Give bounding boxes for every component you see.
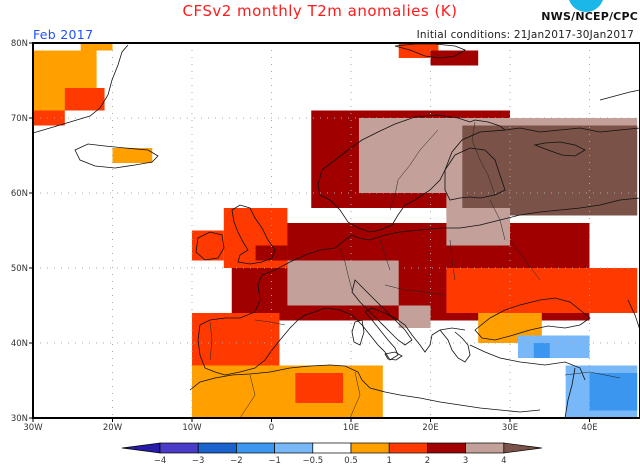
lat-tick-label: 80N bbox=[11, 39, 28, 49]
border-germany-poland bbox=[379, 239, 391, 271]
coastline-iceland bbox=[74, 143, 159, 169]
coastline-sicily bbox=[384, 351, 403, 361]
lon-tick-label: 20E bbox=[422, 423, 438, 433]
country-borders bbox=[209, 121, 621, 418]
lat-tick-label: 40N bbox=[11, 339, 28, 349]
agency-label: NWS/NCEP/CPC bbox=[541, 10, 638, 23]
colorbar-label: −0.5 bbox=[302, 456, 323, 466]
border-turkey-syria bbox=[564, 371, 621, 379]
coastline-white-sea bbox=[533, 141, 586, 157]
border-finland-russia bbox=[471, 121, 496, 196]
colorbar-bin bbox=[312, 442, 352, 454]
anomaly-cell-turkey-cold bbox=[517, 335, 590, 358]
lat-tick-label: 70N bbox=[11, 114, 28, 124]
colorbar-bin bbox=[159, 442, 199, 454]
colorbar-bin bbox=[465, 442, 505, 454]
colorbar-label: 1 bbox=[386, 456, 391, 466]
lon-tick-label: 10E bbox=[343, 423, 359, 433]
anomaly-cell-greenland-north bbox=[80, 43, 113, 51]
lon-tick-label: 30W bbox=[23, 423, 43, 433]
coastline-greenland bbox=[33, 44, 129, 134]
colorbar-label: 3 bbox=[463, 456, 468, 466]
colorbar-bin bbox=[197, 442, 237, 454]
border-poland-ukraine bbox=[449, 239, 456, 281]
anomaly-cell-greenland-south bbox=[33, 110, 65, 126]
lon-tick-label: 20W bbox=[103, 423, 123, 433]
coastlines bbox=[33, 43, 640, 418]
border-norway-sweden bbox=[389, 129, 439, 211]
coastline-france-iberia bbox=[197, 261, 466, 376]
border-france-germany bbox=[339, 247, 353, 291]
coastline-europe bbox=[289, 197, 640, 263]
coastline-ireland bbox=[195, 231, 225, 261]
coastline-sardinia bbox=[351, 319, 365, 346]
anomaly-cell-russia-core bbox=[462, 125, 638, 216]
colorbar-bin bbox=[350, 442, 390, 454]
coastline-north-africa bbox=[189, 364, 541, 413]
border-spain-france bbox=[254, 319, 286, 326]
forecast-month-label: Feb 2017 bbox=[33, 27, 94, 42]
colorbar-label: −2 bbox=[230, 456, 243, 466]
plot-frame bbox=[32, 42, 640, 419]
lon-tick-label: 10W bbox=[182, 423, 202, 433]
anomaly-cell-middle-east-cold-core bbox=[589, 373, 638, 411]
colorbar: −4 −3 −2 −1 −0.5 0.5 1 2 3 4 bbox=[121, 442, 542, 466]
colorbar-label: 2 bbox=[425, 456, 430, 466]
coastline-finland bbox=[444, 147, 506, 201]
coastline-britain bbox=[231, 204, 276, 265]
colorbar-bin bbox=[236, 442, 275, 454]
coastline-levant bbox=[564, 367, 576, 418]
lon-tick-label: 30E bbox=[502, 423, 518, 433]
anomaly-cell-alps-france bbox=[287, 260, 399, 306]
lat-tick-label: 60N bbox=[11, 189, 28, 199]
border-ukraine-russia bbox=[509, 239, 541, 281]
anomaly-cell-ukraine bbox=[446, 268, 638, 313]
colorbar-lower-extension bbox=[121, 442, 161, 454]
colorbar-label: −3 bbox=[192, 456, 205, 466]
chart-title: CFSv2 monthly T2m anomalies (K) bbox=[182, 2, 458, 20]
anomaly-cell-svalbard bbox=[398, 43, 439, 58]
colorbar-label: 4 bbox=[501, 456, 506, 466]
coastline-caspian bbox=[627, 299, 640, 331]
coastline-black-sea bbox=[474, 297, 591, 341]
anomaly-cell-greenland-coast bbox=[64, 88, 105, 111]
coastline-greece bbox=[439, 329, 471, 363]
border-algeria-libya bbox=[349, 371, 361, 418]
anomaly-fill-layer bbox=[33, 43, 638, 418]
noaa-logo bbox=[568, 0, 604, 12]
border-morocco-algeria bbox=[239, 374, 256, 418]
colorbar-bin bbox=[427, 442, 466, 454]
border-spain-portugal bbox=[209, 321, 213, 361]
anomaly-cell-turkey-cold-core bbox=[533, 343, 550, 358]
colorbar-label: 0.5 bbox=[344, 456, 358, 466]
lat-tick-label: 30N bbox=[11, 414, 28, 424]
border-belarus-russia bbox=[489, 199, 506, 241]
colorbar-bin bbox=[274, 442, 314, 454]
lat-tick-label: 50N bbox=[11, 264, 28, 274]
coastline-scandinavia bbox=[317, 114, 507, 233]
lon-tick-label: 40E bbox=[581, 423, 597, 433]
border-austria-hungary bbox=[384, 284, 446, 296]
coastline-arctic-islands bbox=[599, 89, 640, 101]
colorbar-label: −4 bbox=[154, 456, 167, 466]
coastline-italy bbox=[351, 279, 413, 346]
colorbar-bin bbox=[388, 442, 428, 454]
anomaly-cell-north-africa-red bbox=[295, 373, 344, 403]
anomaly-cell-iceland bbox=[112, 148, 153, 163]
anomaly-cell-svalbard-east bbox=[430, 50, 479, 66]
initial-conditions-label: Initial conditions: 21Jan2017-30Jan2017 bbox=[416, 29, 634, 41]
coastline-anatolia bbox=[469, 344, 586, 381]
anomaly-cell-poland-pink bbox=[446, 208, 510, 246]
anomaly-cell-balkans-pink bbox=[398, 305, 431, 328]
coastline-russia-north bbox=[504, 127, 640, 133]
colorbar-upper-extension bbox=[503, 442, 542, 454]
lon-tick-label: 0 bbox=[269, 423, 274, 433]
colorbar-label: −1 bbox=[268, 456, 281, 466]
